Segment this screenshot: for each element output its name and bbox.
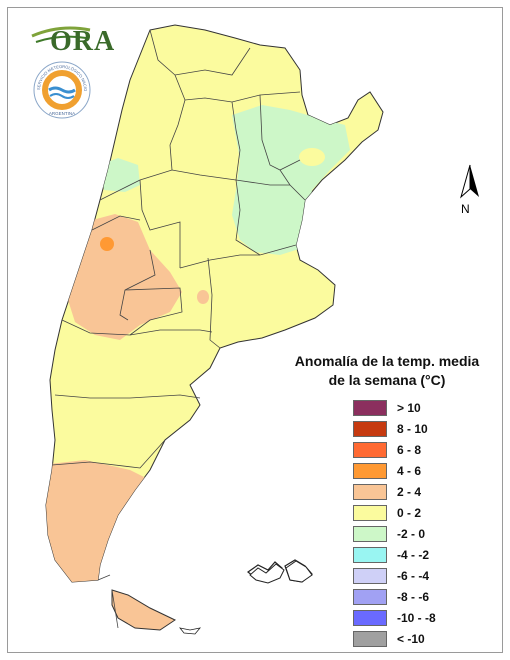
- legend-label: 0 - 2: [397, 505, 422, 520]
- legend-swatch: [353, 609, 387, 626]
- legend-label: 4 - 6: [397, 463, 422, 478]
- legend-item: -6 - -4: [353, 565, 502, 586]
- legend-item: 8 - 10: [353, 418, 502, 439]
- legend-item: < -10: [353, 628, 502, 649]
- legend: Anomalía de la temp. media de la semana …: [272, 352, 502, 649]
- legend-item: -8 - -6: [353, 586, 502, 607]
- legend-title-line1: Anomalía de la temp. media: [294, 353, 480, 369]
- zone-hot-spot: [100, 237, 114, 251]
- legend-item: 2 - 4: [353, 481, 502, 502]
- zone-base-spot-ne: [299, 148, 325, 166]
- ora-logo: ORA: [30, 20, 114, 60]
- legend-label: 2 - 4: [397, 484, 422, 499]
- legend-label: -2 - 0: [397, 526, 426, 541]
- legend-swatch: [353, 483, 387, 500]
- smn-logo-bottom-text: ARGENTINA: [49, 111, 75, 116]
- legend-swatch: [353, 441, 387, 458]
- legend-label: > 10: [397, 400, 421, 415]
- legend-label: 6 - 8: [397, 442, 422, 457]
- legend-label: -10 - -8: [397, 610, 436, 625]
- legend-label: -8 - -6: [397, 589, 430, 604]
- legend-list: > 10 8 - 10 6 - 8 4 - 6 2 - 4 0 - 2 -2 -…: [353, 397, 502, 649]
- legend-swatch: [353, 525, 387, 542]
- legend-swatch: [353, 588, 387, 605]
- legend-swatch: [353, 462, 387, 479]
- north-arrow-icon: [455, 163, 485, 221]
- zone-warm-west: [68, 214, 182, 340]
- zone-cool-northwest: [100, 158, 140, 192]
- legend-item: 6 - 8: [353, 439, 502, 460]
- legend-item: 4 - 6: [353, 460, 502, 481]
- ora-logo-text: ORA: [50, 26, 116, 57]
- legend-swatch: [353, 630, 387, 647]
- legend-swatch: [353, 567, 387, 584]
- legend-title: Anomalía de la temp. media de la semana …: [272, 352, 502, 390]
- legend-swatch: [353, 420, 387, 437]
- zone-cool-northeast: [232, 105, 350, 255]
- legend-title-line2: de la semana (°C): [328, 372, 446, 388]
- province-borders: [51, 29, 306, 581]
- map-frame: [7, 7, 503, 653]
- zone-warm-spot: [197, 290, 209, 304]
- legend-item: 0 - 2: [353, 502, 502, 523]
- legend-label: -6 - -4: [397, 568, 430, 583]
- legend-label: < -10: [397, 631, 425, 646]
- legend-swatch: [353, 546, 387, 563]
- north-arrow-label: N: [461, 202, 470, 216]
- zone-warm-south: [46, 460, 160, 582]
- smn-logo: SERVICIO METEOROLÓGICO NACIONAL ARGENTIN…: [31, 56, 92, 120]
- legend-swatch: [353, 504, 387, 521]
- legend-label: 8 - 10: [397, 421, 428, 436]
- legend-label: -4 - -2: [397, 547, 430, 562]
- tierra-del-fuego: [111, 589, 177, 631]
- legend-item: -4 - -2: [353, 544, 502, 565]
- legend-item: -2 - 0: [353, 523, 502, 544]
- legend-swatch: [353, 399, 387, 416]
- legend-item: -10 - -8: [353, 607, 502, 628]
- legend-item: > 10: [353, 397, 502, 418]
